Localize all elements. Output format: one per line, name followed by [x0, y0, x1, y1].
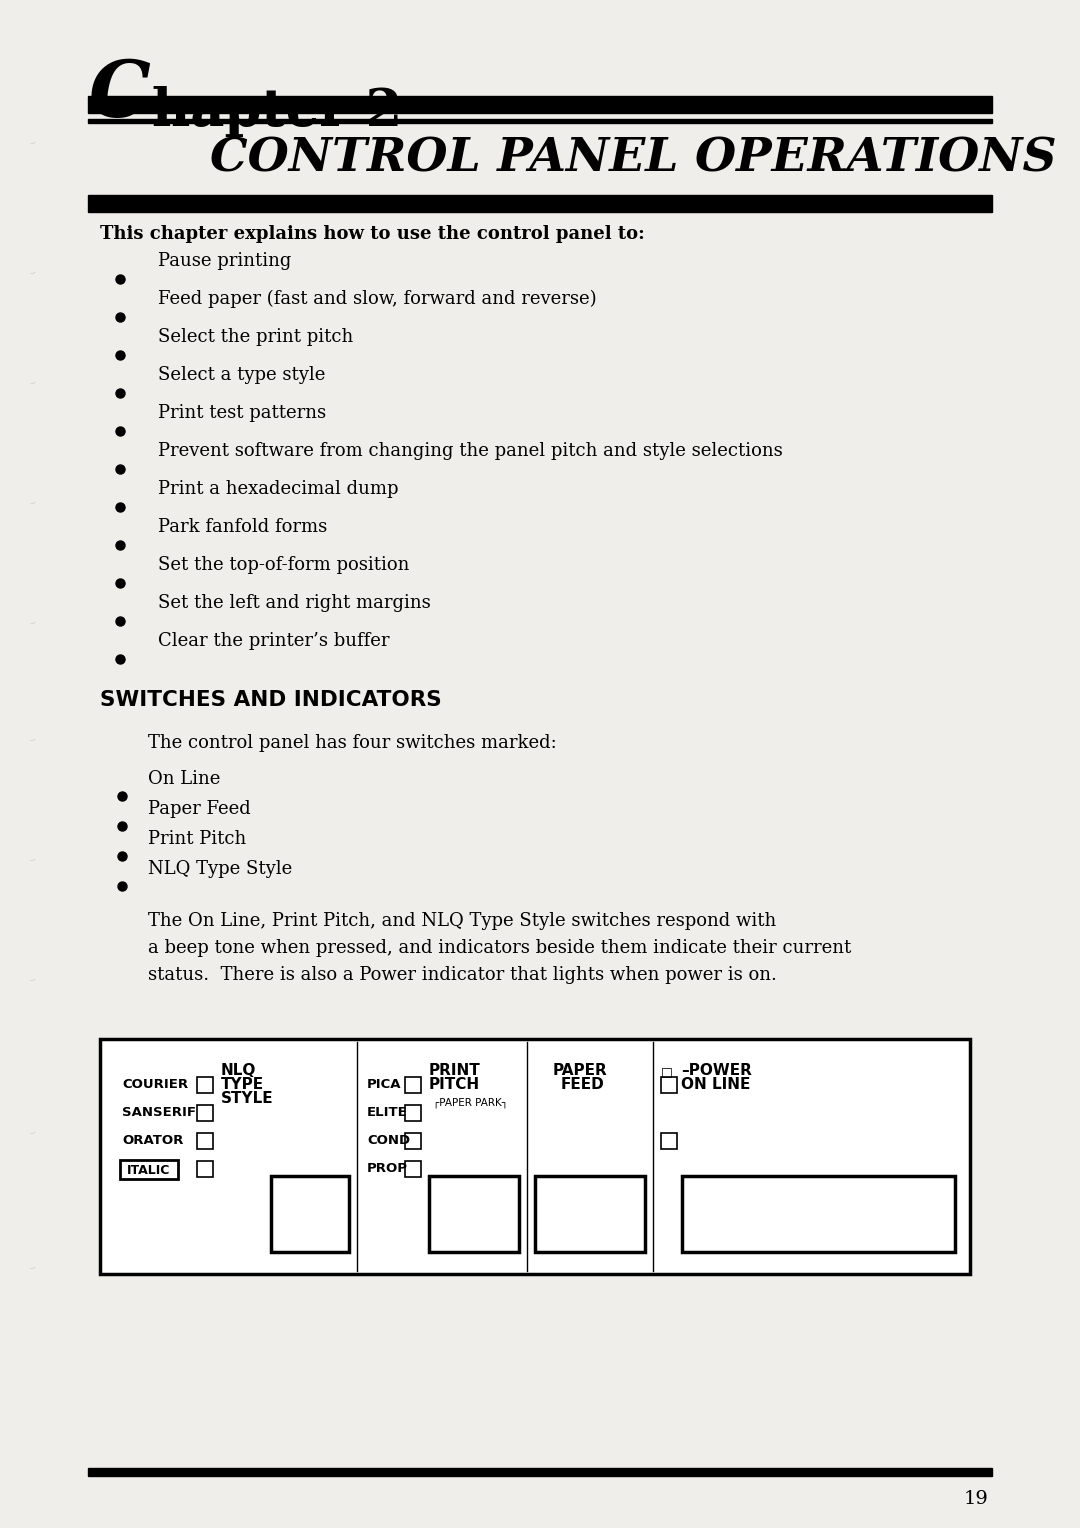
Bar	[87, 119, 993, 122]
Text: The On Line, Print Pitch, and NLQ Type Style switches respond with: The On Line, Print Pitch, and NLQ Type S…	[148, 912, 777, 931]
Text: Set the top-of-form position: Set the top-of-form position	[158, 556, 409, 575]
Bar	[405, 1132, 421, 1149]
Text: Set the left and right margins: Set the left and right margins	[158, 594, 431, 613]
Bar	[87, 196, 993, 212]
Text: 19: 19	[963, 1490, 988, 1508]
Bar	[197, 1077, 213, 1093]
Bar	[429, 1177, 519, 1251]
Text: PAPER: PAPER	[553, 1063, 608, 1077]
Text: Feed paper (fast and slow, forward and reverse): Feed paper (fast and slow, forward and r…	[158, 290, 596, 309]
Text: ITALIC: ITALIC	[127, 1163, 171, 1177]
Bar	[405, 1105, 421, 1122]
Text: Select the print pitch: Select the print pitch	[158, 329, 353, 345]
Text: □: □	[661, 1065, 673, 1077]
Text: –·: –·	[30, 139, 37, 147]
Text: –·: –·	[30, 976, 37, 984]
Text: Print a hexadecimal dump: Print a hexadecimal dump	[158, 480, 399, 498]
Bar	[535, 1177, 645, 1251]
Bar	[197, 1161, 213, 1177]
Text: ELITE: ELITE	[367, 1106, 408, 1120]
Text: C: C	[87, 57, 150, 133]
Text: NLQ Type Style: NLQ Type Style	[148, 860, 293, 879]
Text: ORATOR: ORATOR	[122, 1134, 184, 1148]
Text: –·: –·	[30, 1264, 37, 1271]
Text: –·: –·	[30, 736, 37, 744]
Text: –POWER: –POWER	[681, 1063, 752, 1077]
Bar	[87, 1468, 993, 1476]
Text: The control panel has four switches marked:: The control panel has four switches mark…	[148, 733, 557, 752]
Bar	[197, 1132, 213, 1149]
Text: SANSERIF: SANSERIF	[122, 1106, 195, 1120]
Text: PROP: PROP	[367, 1163, 408, 1175]
Bar	[681, 1177, 955, 1251]
Text: status.  There is also a Power indicator that lights when power is on.: status. There is also a Power indicator …	[148, 966, 777, 984]
Text: Print test patterns: Print test patterns	[158, 403, 326, 422]
Bar	[120, 1160, 178, 1180]
Text: Print Pitch: Print Pitch	[148, 830, 246, 848]
Text: PICA: PICA	[367, 1079, 402, 1091]
Bar	[100, 1039, 970, 1274]
Text: a beep tone when pressed, and indicators beside them indicate their current: a beep tone when pressed, and indicators…	[148, 940, 851, 957]
Text: SWITCHES AND INDICATORS: SWITCHES AND INDICATORS	[100, 691, 442, 711]
Text: COURIER: COURIER	[122, 1079, 188, 1091]
Text: Select a type style: Select a type style	[158, 367, 325, 384]
Text: PITCH: PITCH	[429, 1077, 481, 1093]
Text: ┌PAPER PARK┐: ┌PAPER PARK┐	[433, 1097, 508, 1108]
Bar	[271, 1177, 349, 1251]
Text: Paper Feed: Paper Feed	[148, 801, 251, 817]
Text: Prevent software from changing the panel pitch and style selections: Prevent software from changing the panel…	[158, 442, 783, 460]
Text: On Line: On Line	[148, 770, 220, 788]
Text: This chapter explains how to use the control panel to:: This chapter explains how to use the con…	[100, 225, 645, 243]
Text: –·: –·	[30, 269, 37, 277]
Bar	[661, 1077, 677, 1093]
Text: NLQ: NLQ	[221, 1063, 256, 1077]
Text: –·: –·	[30, 1129, 37, 1137]
Text: FEED: FEED	[561, 1077, 605, 1093]
Text: COND: COND	[367, 1134, 410, 1148]
Text: CONTROL PANEL OPERATIONS: CONTROL PANEL OPERATIONS	[210, 134, 1056, 180]
Bar	[661, 1132, 677, 1149]
Bar	[87, 96, 993, 113]
Text: –·: –·	[30, 500, 37, 507]
Text: Clear the printer’s buffer: Clear the printer’s buffer	[158, 633, 390, 649]
Text: –·: –·	[30, 856, 37, 863]
Text: Park fanfold forms: Park fanfold forms	[158, 518, 327, 536]
Bar	[405, 1077, 421, 1093]
Text: –·: –·	[30, 379, 37, 387]
Text: Pause printing: Pause printing	[158, 252, 292, 270]
Text: –·: –·	[30, 619, 37, 626]
Text: STYLE: STYLE	[221, 1091, 273, 1106]
Bar	[405, 1161, 421, 1177]
Text: TYPE: TYPE	[221, 1077, 265, 1093]
Text: ON LINE: ON LINE	[681, 1077, 751, 1093]
Text: hapter 2: hapter 2	[152, 86, 402, 138]
Bar	[197, 1105, 213, 1122]
Text: PRINT: PRINT	[429, 1063, 481, 1077]
